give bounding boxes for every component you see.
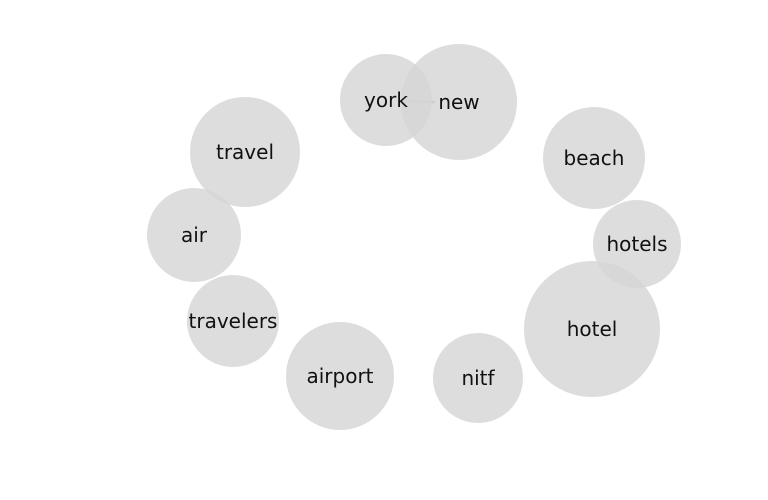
node-label-york: york xyxy=(364,88,408,112)
node-label-hotel: hotel xyxy=(567,317,618,341)
node-nitf xyxy=(433,333,523,423)
node-new xyxy=(401,44,517,160)
nodes-layer: york new beach travel air hotels travelers hote… xyxy=(147,44,681,430)
node-circle-new xyxy=(401,44,517,160)
node-hotel xyxy=(524,261,660,397)
node-circle-airport xyxy=(286,322,394,430)
node-circle-nitf xyxy=(433,333,523,423)
node-air xyxy=(147,188,241,282)
node-label-hotels: hotels xyxy=(606,232,667,256)
node-circle-beach xyxy=(543,107,645,209)
node-label-travel: travel xyxy=(216,140,274,164)
node-label-air: air xyxy=(181,223,208,247)
node-label-travelers: travelers xyxy=(189,309,278,333)
node-beach xyxy=(543,107,645,209)
node-label-beach: beach xyxy=(564,146,625,170)
node-airport xyxy=(286,322,394,430)
node-travel xyxy=(190,97,300,207)
node-circle-travel xyxy=(190,97,300,207)
node-circle-air xyxy=(147,188,241,282)
node-circle-travelers xyxy=(187,275,279,367)
node-travelers xyxy=(187,275,279,367)
node-label-nitf: nitf xyxy=(461,366,495,390)
node-label-airport: airport xyxy=(306,364,373,388)
node-circle-hotel xyxy=(524,261,660,397)
node-label-new: new xyxy=(438,90,479,114)
